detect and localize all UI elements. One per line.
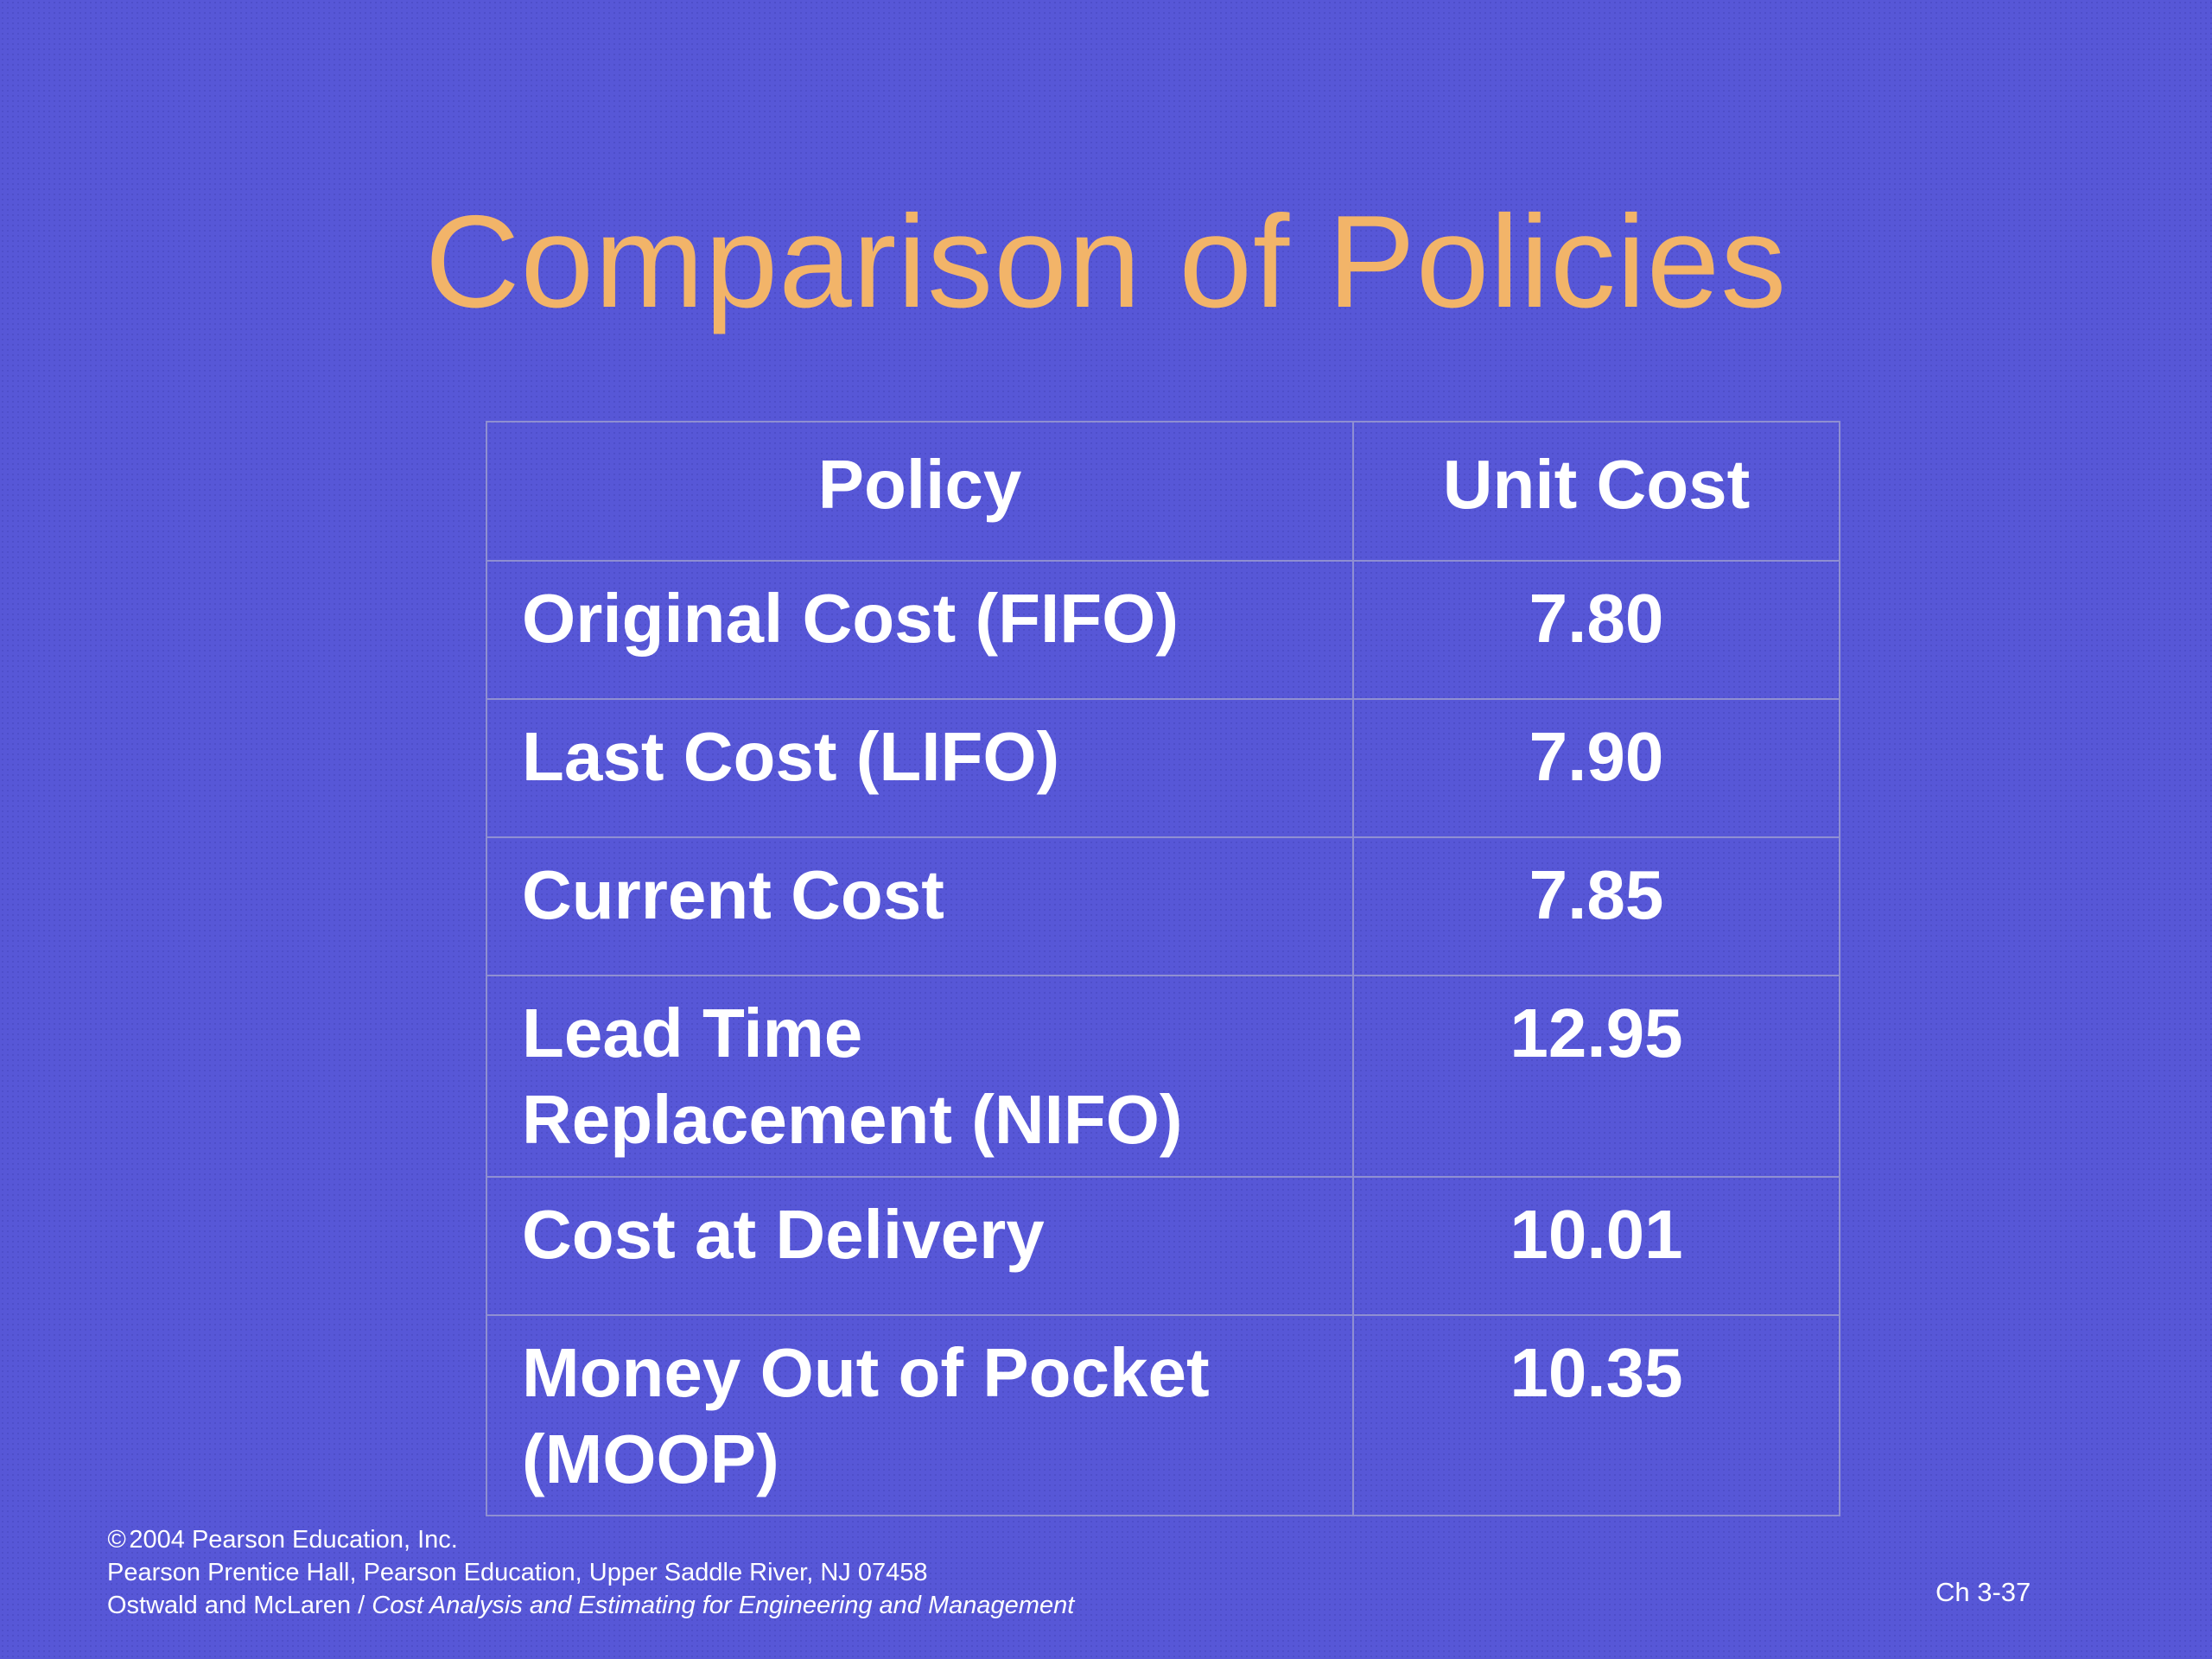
policy-name: Last Cost (LIFO) <box>486 698 1354 838</box>
table-row: Current Cost 7.85 <box>486 836 1840 976</box>
book-title: Cost Analysis and Estimating for Enginee… <box>372 1592 1075 1619</box>
slide-footer: © 2004 Pearson Education, Inc. Pearson Pr… <box>107 1523 1074 1622</box>
authors-text: Ostwald and McLaren / <box>107 1592 372 1619</box>
policy-name: Money Out of Pocket (MOOP) <box>486 1314 1354 1516</box>
column-header-policy: Policy <box>486 421 1354 562</box>
table-row: Money Out of Pocket (MOOP) 10.35 <box>486 1314 1840 1516</box>
unit-cost-value: 10.01 <box>1352 1176 1840 1316</box>
table-header-row: Policy Unit Cost <box>486 421 1840 562</box>
copyright-text: 2004 Pearson Education, Inc. <box>129 1526 458 1554</box>
policy-name-line-1: Lead Time <box>522 995 863 1071</box>
copyright-line: © 2004 Pearson Education, Inc. <box>107 1523 1074 1556</box>
column-header-unit-cost: Unit Cost <box>1352 421 1840 562</box>
policy-name: Current Cost <box>486 836 1354 976</box>
table-row: Lead Time Replacement (NIFO) 12.95 <box>486 975 1840 1178</box>
policy-name-line-2: (MOOP) <box>522 1421 779 1497</box>
unit-cost-value: 7.80 <box>1352 560 1840 700</box>
policy-name-line-1: Money Out of Pocket <box>522 1334 1210 1411</box>
policy-name: Cost at Delivery <box>486 1176 1354 1316</box>
table-row: Cost at Delivery 10.01 <box>486 1176 1840 1316</box>
unit-cost-value: 12.95 <box>1352 975 1840 1178</box>
slide-title: Comparison of Policies <box>424 188 1788 335</box>
table-row: Last Cost (LIFO) 7.90 <box>486 698 1840 838</box>
table-row: Original Cost (FIFO) 7.80 <box>486 560 1840 700</box>
unit-cost-value: 10.35 <box>1352 1314 1840 1516</box>
citation-line: Ostwald and McLaren / Cost Analysis and … <box>107 1589 1074 1622</box>
unit-cost-value: 7.85 <box>1352 836 1840 976</box>
slide-page-number: Ch 3-37 <box>1936 1577 2031 1607</box>
policy-comparison-table: Policy Unit Cost Original Cost (FIFO) 7.… <box>486 421 1840 1516</box>
publisher-line: Pearson Prentice Hall, Pearson Education… <box>107 1559 928 1586</box>
copyright-symbol: © <box>107 1526 126 1554</box>
policy-name: Original Cost (FIFO) <box>486 560 1354 700</box>
unit-cost-value: 7.90 <box>1352 698 1840 838</box>
policy-name-line-2: Replacement (NIFO) <box>522 1081 1183 1158</box>
policy-name: Lead Time Replacement (NIFO) <box>486 975 1354 1178</box>
